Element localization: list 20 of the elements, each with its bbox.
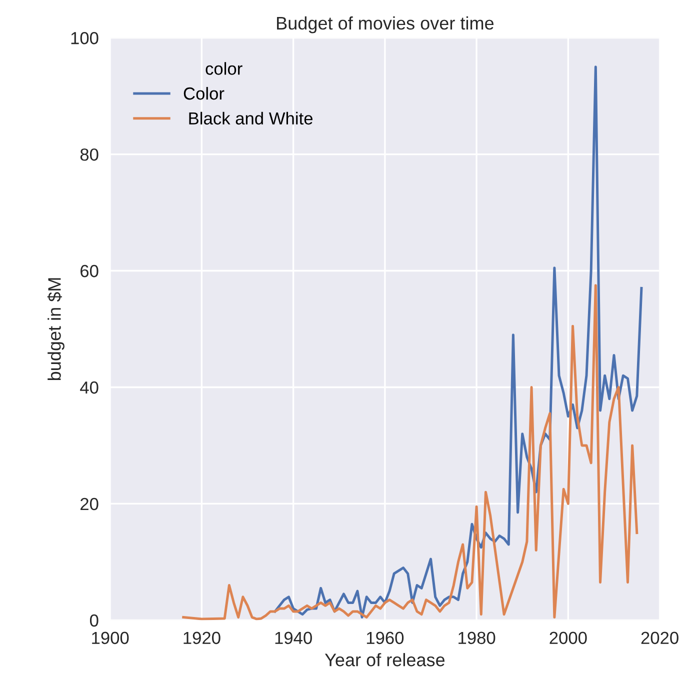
x-tick-label: 2020 <box>641 632 678 644</box>
y-axis-title: budget in $M <box>47 278 64 380</box>
y-tick-label: 20 <box>80 498 98 510</box>
y-tick-label: 60 <box>80 264 98 278</box>
legend-title: color <box>206 62 242 75</box>
x-tick-label: 1920 <box>184 632 220 644</box>
x-tick-label: 2000 <box>550 632 587 644</box>
line-series <box>182 284 638 620</box>
legend-label: Color <box>184 86 224 100</box>
chart-title: Budget of movies over time <box>277 16 494 34</box>
y-tick-label: 80 <box>80 148 98 161</box>
x-tick-label: 1980 <box>458 632 496 644</box>
x-tick-label: 1960 <box>366 632 404 644</box>
x-tick-label: 1940 <box>275 632 312 644</box>
legend-label: Black and White <box>189 112 312 125</box>
y-tick-label: 0 <box>90 614 98 627</box>
x-tick-label: 1900 <box>92 632 129 644</box>
x-axis-title: Year of release <box>324 653 445 666</box>
y-tick-label: 100 <box>71 32 98 44</box>
y-tick-label: 40 <box>80 381 98 394</box>
